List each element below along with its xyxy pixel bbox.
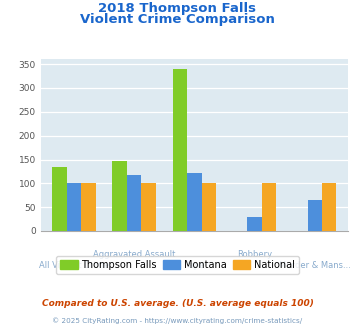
Text: 2018 Thompson Falls: 2018 Thompson Falls bbox=[98, 2, 257, 15]
Text: Violent Crime Comparison: Violent Crime Comparison bbox=[80, 13, 275, 25]
Text: Murder & Mans...: Murder & Mans... bbox=[279, 261, 351, 270]
Bar bbox=[202, 183, 216, 231]
Bar bbox=[141, 183, 156, 231]
Bar bbox=[322, 183, 337, 231]
Text: All Violent Crime: All Violent Crime bbox=[39, 261, 109, 270]
Bar bbox=[81, 183, 95, 231]
Text: Rape: Rape bbox=[184, 261, 205, 270]
Text: Robbery: Robbery bbox=[237, 250, 272, 259]
Text: Aggravated Assault: Aggravated Assault bbox=[93, 250, 175, 259]
Legend: Thompson Falls, Montana, National: Thompson Falls, Montana, National bbox=[56, 256, 299, 274]
Bar bbox=[307, 200, 322, 231]
Text: © 2025 CityRating.com - https://www.cityrating.com/crime-statistics/: © 2025 CityRating.com - https://www.city… bbox=[53, 317, 302, 324]
Bar bbox=[52, 167, 67, 231]
Bar bbox=[127, 175, 141, 231]
Bar bbox=[67, 183, 81, 231]
Bar bbox=[247, 217, 262, 231]
Bar bbox=[262, 183, 276, 231]
Bar bbox=[173, 69, 187, 231]
Text: Compared to U.S. average. (U.S. average equals 100): Compared to U.S. average. (U.S. average … bbox=[42, 299, 313, 308]
Bar bbox=[113, 161, 127, 231]
Bar bbox=[187, 173, 202, 231]
